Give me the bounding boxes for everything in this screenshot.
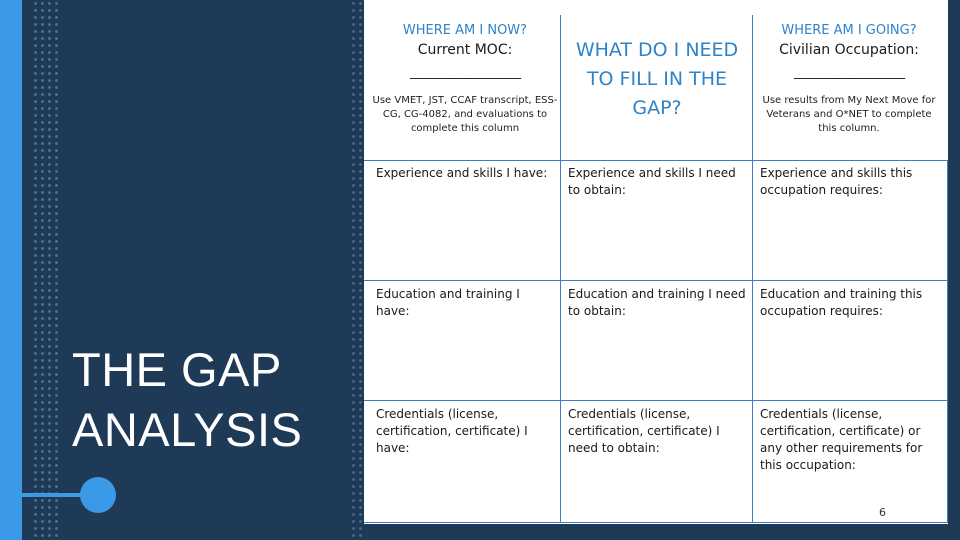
slide-title: THE GAP ANALYSIS <box>72 340 342 460</box>
left-accent-stripe <box>0 0 22 540</box>
civilian-occupation-blank: ____________________ <box>794 65 905 80</box>
cell-education-have[interactable]: Education and training I have: <box>376 287 520 318</box>
decorative-dot-grid-right <box>350 0 364 540</box>
decorative-connector-line <box>0 493 98 497</box>
slide-title-line1: THE GAP <box>72 343 282 396</box>
cell-credentials-requires[interactable]: Credentials (license, certification, cer… <box>760 407 923 472</box>
column-note-going: Use results from My Next Move for Vetera… <box>762 95 936 134</box>
cell-experience-requires[interactable]: Experience and skills this occupation re… <box>760 166 913 197</box>
table-grid-line <box>752 15 753 522</box>
column-heading-now: WHERE AM I NOW? <box>402 23 528 38</box>
cell-credentials-need[interactable]: Credentials (license, certification, cer… <box>568 407 720 455</box>
decorative-dot-grid <box>32 0 60 540</box>
gap-analysis-worksheet: WHERE AM I NOW? Current MOC: ___________… <box>364 0 948 524</box>
cell-experience-have[interactable]: Experience and skills I have: <box>376 166 548 180</box>
gap-table: Experience and skills I have: Experience… <box>364 15 948 524</box>
cell-education-need[interactable]: Education and training I need to obtain: <box>568 287 746 318</box>
civilian-occupation-label: Civilian Occupation: <box>779 42 919 58</box>
table-grid-line <box>364 160 948 161</box>
column-note-now: Use VMET, JST, CCAF transcript, ESS-CG, … <box>372 95 558 134</box>
decorative-connector-dot <box>80 477 116 513</box>
table-grid-line <box>947 160 948 522</box>
column-heading-going: WHERE AM I GOING? <box>781 23 917 38</box>
current-moc-label: Current MOC: <box>417 42 513 58</box>
page-number: 6 <box>879 506 886 519</box>
column-header-going: WHERE AM I GOING? Civilian Occupation: _… <box>756 0 942 136</box>
table-grid-line <box>364 400 948 401</box>
column-heading-gap: WHAT DO I NEED TO FILL IN THE GAP? <box>575 39 739 119</box>
table-grid-line <box>560 15 561 522</box>
cell-credentials-have[interactable]: Credentials (license, certification, cer… <box>376 407 528 455</box>
cell-education-requires[interactable]: Education and training this occupation r… <box>760 287 923 318</box>
table-grid-line <box>364 280 948 281</box>
current-moc-blank: ____________________ <box>410 65 521 80</box>
table-grid-line <box>364 522 948 523</box>
slide-title-line2: ANALYSIS <box>72 403 303 456</box>
column-header-now: WHERE AM I NOW? Current MOC: ___________… <box>372 0 558 136</box>
cell-experience-need[interactable]: Experience and skills I need to obtain: <box>568 166 736 197</box>
